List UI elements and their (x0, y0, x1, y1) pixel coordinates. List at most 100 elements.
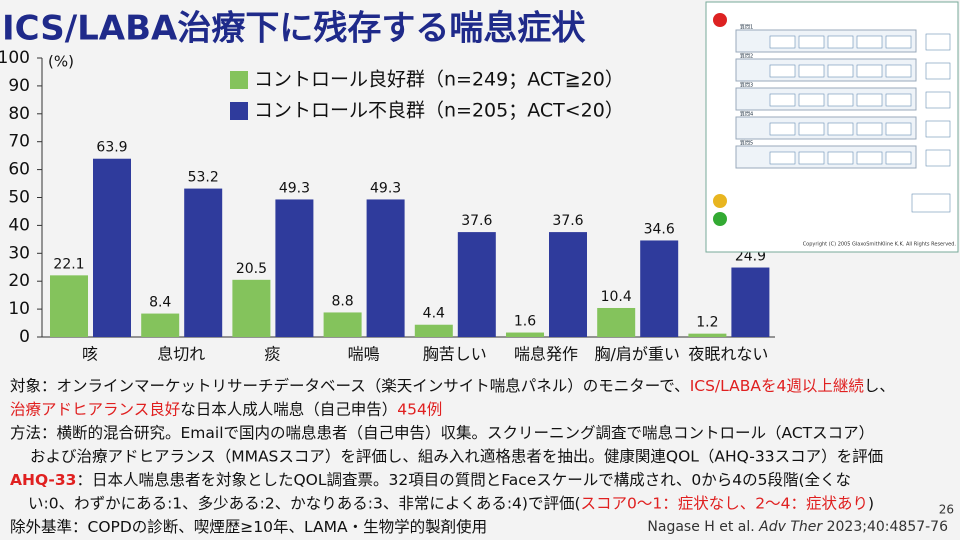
note-text: ICS/LABAを4週以上継続 (690, 377, 865, 395)
bar (232, 279, 271, 337)
citation-authors: Nagase H et al. (647, 519, 759, 535)
answer-box (798, 151, 825, 165)
note-text: な日本人成人喘息（自己申告） (180, 400, 397, 418)
y-tick-label: 50 (8, 188, 30, 208)
y-tick-label: 70 (8, 132, 30, 152)
answer-box (798, 93, 825, 107)
bar (506, 332, 544, 337)
legend-label: コントロール良好群（n=249；ACT≧20） (254, 69, 624, 91)
answer-box (827, 122, 854, 136)
step-icon (713, 212, 727, 226)
x-tick-label: 喘鳴 (348, 345, 380, 364)
answer-box (769, 93, 796, 107)
x-tick-label: 胸苦しい (423, 345, 487, 364)
step-icon (713, 194, 727, 208)
score-box (925, 91, 951, 109)
x-tick-label: 咳 (82, 345, 98, 364)
bar (93, 158, 131, 337)
note-line: 対象：オンラインマーケットリサーチデータベース（楽天インサイト喘息パネル）のモニ… (10, 376, 895, 395)
answer-box (827, 35, 854, 49)
answer-box (769, 151, 796, 165)
answer-box (798, 64, 825, 78)
chart-title: ICS/LABA治療下に残存する喘息症状 (2, 9, 586, 49)
answer-box (827, 93, 854, 107)
answer-box (769, 122, 796, 136)
y-tick-label: 90 (8, 76, 30, 96)
value-label: 8.8 (331, 293, 353, 309)
value-label: 49.3 (370, 180, 401, 196)
x-tick-label: 胸/肩が重い (594, 345, 679, 364)
note-text: 治療アドヒアランス良好 (10, 400, 180, 418)
answer-box (856, 64, 883, 78)
answer-box (856, 122, 883, 136)
x-tick-label: 喘息発作 (514, 345, 578, 364)
note-line: 治療アドヒアランス良好な日本人成人喘息（自己申告）454例 (10, 400, 442, 418)
question-label: 質問5 (740, 140, 753, 147)
value-label: 1.2 (696, 315, 718, 331)
answer-box (769, 35, 796, 49)
value-label: 63.9 (96, 140, 127, 156)
total-box (911, 193, 951, 213)
note-text: ：日本人喘息患者を対象としたQOL調査票。32項目の質問とFaceスケールで構成… (76, 471, 851, 489)
answer-box (827, 151, 854, 165)
answer-box (827, 64, 854, 78)
note-text: 除外基準：COPDの診断、喫煙歴≥10年、LAMA・生物学的製剤使用 (10, 518, 487, 536)
y-tick-label: 100 (0, 48, 30, 68)
bar (414, 324, 453, 337)
step-icon (713, 13, 727, 27)
value-label: 24.9 (735, 249, 766, 265)
y-tick-label: 30 (8, 243, 30, 263)
bar (549, 232, 587, 337)
bar (50, 275, 88, 337)
bar (275, 199, 314, 337)
answer-box (885, 151, 912, 165)
value-label: 1.6 (514, 314, 536, 330)
value-label: 4.4 (423, 306, 445, 322)
answer-box (856, 93, 883, 107)
note-line: 方法：横断的混合研究。Emailで国内の喘息患者（自己申告）収集。スクリーニング… (10, 424, 874, 442)
note-text: スコア0〜1：症状なし、2〜4：症状あり (581, 494, 868, 512)
y-tick-label: 60 (8, 160, 30, 180)
answer-box (885, 93, 912, 107)
x-tick-label: 息切れ (157, 345, 205, 364)
answer-box (885, 122, 912, 136)
y-tick-label: 80 (8, 104, 30, 124)
citation-ref: 2023;40:4857-76 (822, 519, 948, 535)
note-text: 方法：横断的混合研究。Emailで国内の喘息患者（自己申告）収集。スクリーニング… (10, 424, 874, 442)
value-label: 22.1 (53, 256, 84, 272)
question-label: 質問4 (740, 111, 753, 118)
score-box (925, 33, 951, 51)
note-line: および治療アドヒアランス（MMASスコア）を評価し、組み入れ適格患者を抽出。健康… (30, 447, 883, 465)
bar (457, 232, 496, 337)
citation: Nagase H et al. Adv Ther 2023;40:4857-76 (647, 519, 948, 535)
copyright: Copyright (C) 2005 GlaxoSmithKline K.K. … (803, 242, 957, 248)
x-tick-label: 痰 (264, 345, 280, 364)
answer-box (856, 151, 883, 165)
value-label: 10.4 (601, 289, 632, 305)
bar (597, 307, 636, 337)
legend-label: コントロール不良群（n=205；ACT<20） (254, 100, 624, 122)
y-tick-label: 40 (8, 215, 30, 235)
legend-swatch (230, 71, 248, 89)
note-line: い:0、わずかにある:1、多少ある:2、かなりある:3、非常によくある:4)で評… (28, 494, 874, 512)
legend-swatch (230, 102, 248, 120)
score-box (925, 149, 951, 167)
note-text: い:0、わずかにある:1、多少ある:2、かなりある:3、非常によくある:4)で評… (28, 494, 581, 512)
value-label: 34.6 (644, 221, 675, 237)
answer-box (856, 35, 883, 49)
note-text: 対象：オンラインマーケットリサーチデータベース（楽天インサイト喘息パネル）のモニ… (10, 376, 690, 395)
bar (640, 240, 679, 337)
bar (323, 312, 362, 337)
value-label: 37.6 (461, 213, 492, 229)
y-axis-label: (%) (48, 53, 74, 71)
answer-box (798, 35, 825, 49)
value-label: 8.4 (149, 295, 171, 311)
note-text: および治療アドヒアランス（MMASスコア）を評価し、組み入れ適格患者を抽出。健康… (30, 447, 883, 465)
note-text: AHQ-33 (10, 471, 76, 489)
question-label: 質問3 (740, 82, 753, 89)
value-label: 49.3 (279, 180, 310, 196)
answer-box (885, 35, 912, 49)
x-tick-label: 夜眠れない (688, 345, 768, 364)
y-tick-label: 20 (8, 271, 30, 291)
